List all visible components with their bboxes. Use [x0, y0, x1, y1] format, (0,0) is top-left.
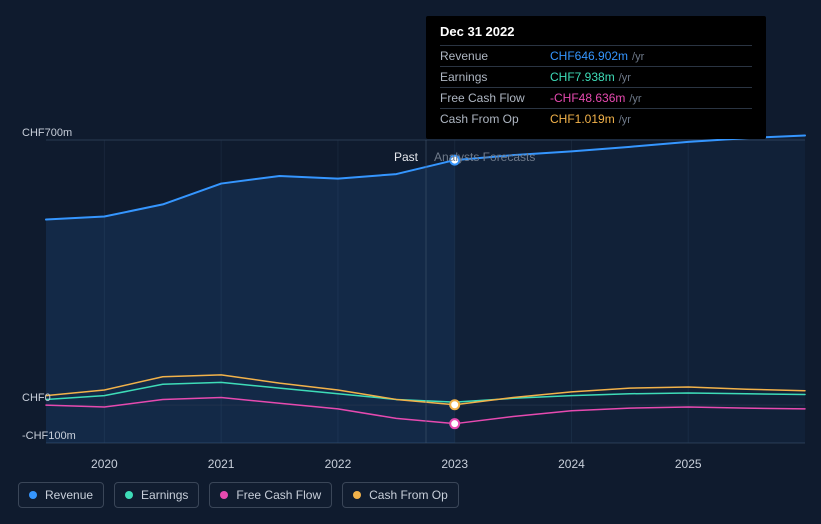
tooltip-metric-unit: /yr: [632, 51, 644, 63]
y-axis-label: CHF0: [22, 392, 51, 404]
tooltip-metric-label: Revenue: [440, 49, 550, 63]
tooltip-row: RevenueCHF646.902m/yr: [440, 45, 752, 66]
past-label: Past: [394, 150, 418, 164]
x-axis-label: 2020: [91, 457, 118, 471]
tooltip-metric-value: -CHF48.636m: [550, 91, 625, 105]
legend-label: Free Cash Flow: [236, 488, 321, 502]
legend-label: Revenue: [45, 488, 93, 502]
tooltip-metric-value: CHF7.938m: [550, 70, 615, 84]
legend-label: Cash From Op: [369, 488, 448, 502]
x-axis-label: 2023: [441, 457, 468, 471]
tooltip-metric-label: Earnings: [440, 70, 550, 84]
chart-legend: Revenue Earnings Free Cash Flow Cash From O…: [18, 482, 459, 508]
tooltip-metric-value: CHF1.019m: [550, 112, 615, 126]
tooltip-metric-unit: /yr: [619, 114, 631, 126]
tooltip-metric-value: CHF646.902m: [550, 49, 628, 63]
tooltip-row: Cash From OpCHF1.019m/yr: [440, 108, 752, 129]
legend-dot-icon: [125, 491, 133, 499]
tooltip-date: Dec 31 2022: [440, 24, 752, 45]
forecast-label: Analysts Forecasts: [434, 150, 535, 164]
tooltip-row: EarningsCHF7.938m/yr: [440, 66, 752, 87]
legend-item-cash-from-op[interactable]: Cash From Op: [342, 482, 459, 508]
legend-item-free-cash-flow[interactable]: Free Cash Flow: [209, 482, 332, 508]
x-axis-label: 2022: [325, 457, 352, 471]
x-axis-label: 2024: [558, 457, 585, 471]
tooltip-metric-unit: /yr: [629, 93, 641, 105]
legend-dot-icon: [353, 491, 361, 499]
tooltip-metric-label: Cash From Op: [440, 112, 550, 126]
legend-item-revenue[interactable]: Revenue: [18, 482, 104, 508]
tooltip-row: Free Cash Flow-CHF48.636m/yr: [440, 87, 752, 108]
legend-item-earnings[interactable]: Earnings: [114, 482, 199, 508]
tooltip-metric-label: Free Cash Flow: [440, 91, 550, 105]
x-axis-label: 2025: [675, 457, 702, 471]
legend-label: Earnings: [141, 488, 188, 502]
tooltip-metric-unit: /yr: [619, 72, 631, 84]
legend-dot-icon: [220, 491, 228, 499]
tooltip-rows: RevenueCHF646.902m/yrEarningsCHF7.938m/y…: [440, 45, 752, 129]
y-axis-label: -CHF100m: [22, 430, 76, 442]
x-axis-label: 2021: [208, 457, 235, 471]
y-axis-label: CHF700m: [22, 127, 72, 139]
chart-tooltip: Dec 31 2022 RevenueCHF646.902m/yrEarning…: [426, 16, 766, 139]
legend-dot-icon: [29, 491, 37, 499]
